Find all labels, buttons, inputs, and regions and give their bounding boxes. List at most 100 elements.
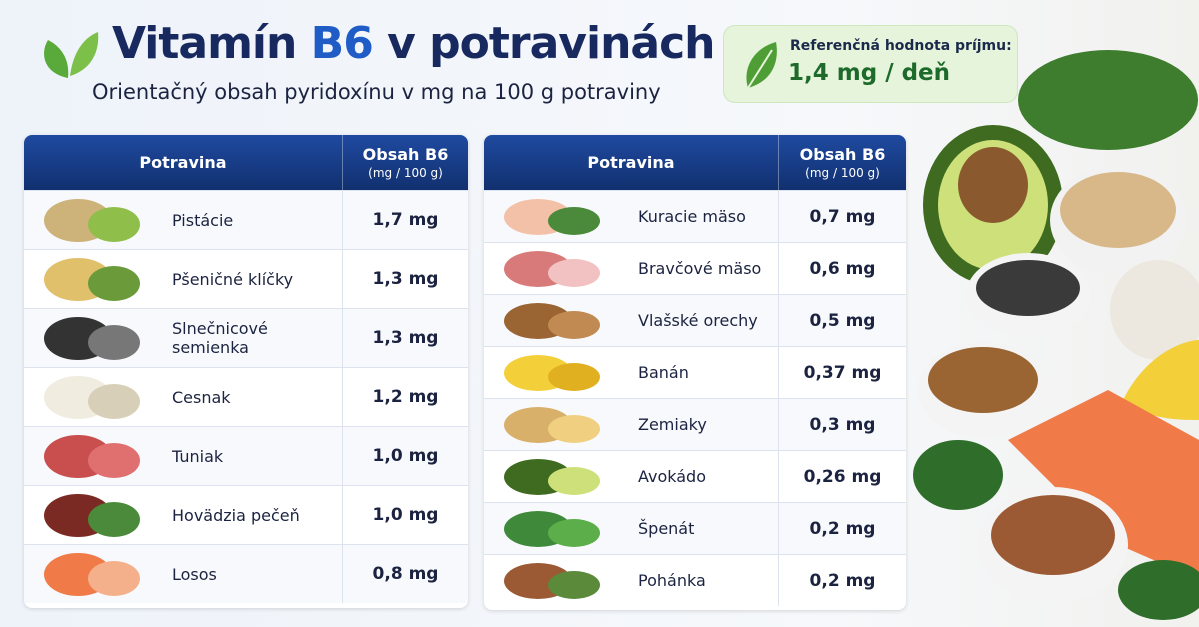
food-name: Vlašské orechy — [638, 311, 758, 330]
food-name: Hovädzia pečeň — [172, 505, 300, 525]
food-name: Banán — [638, 363, 689, 382]
food-name: Cesnak — [172, 387, 231, 407]
table-header: Potravina Obsah B6 (mg / 100 g) — [24, 135, 468, 190]
food-icon — [504, 406, 600, 443]
food-name: Losos — [172, 564, 217, 584]
header-text: Obsah B6 — [362, 145, 449, 164]
food-icon — [504, 250, 600, 287]
food-cell: Špenát — [484, 503, 779, 554]
food-name: Kuracie mäso — [638, 207, 746, 226]
b6-value: 0,8 mg — [372, 564, 439, 584]
table-row: Vlašské orechy 0,5 mg — [484, 294, 906, 346]
food-icon — [504, 198, 600, 235]
leaf-logo — [44, 32, 99, 78]
reference-label: Referenčná hodnota príjmu: — [790, 38, 1012, 54]
reference-value: 1,4 mg / deň — [788, 60, 951, 86]
food-cell: Bravčové mäso — [484, 243, 779, 294]
food-cell: Pšeničné klíčky — [24, 250, 343, 308]
food-name: Tuniak — [172, 446, 224, 466]
food-name: Avokádo — [638, 467, 706, 486]
header-cell: Potravina — [484, 135, 779, 190]
food-cell: Losos — [24, 545, 343, 603]
food-icon — [504, 458, 600, 495]
food-icon — [44, 493, 140, 537]
header-unit: (mg / 100 g) — [805, 166, 880, 180]
b6-value: 0,37 mg — [803, 362, 882, 383]
table-row: Losos 0,8 mg — [24, 544, 468, 603]
table-row: Pohánka 0,2 mg — [484, 554, 906, 606]
b6-value: 1,7 mg — [372, 210, 439, 230]
food-cell: Zemiaky — [484, 399, 779, 450]
food-icon — [504, 302, 600, 339]
table-row: Banán 0,37 mg — [484, 346, 906, 398]
food-cell: Avokádo — [484, 451, 779, 502]
table-row: Pistácie 1,7 mg — [24, 190, 468, 249]
food-icon — [44, 434, 140, 478]
food-icon — [44, 552, 140, 596]
leaf-icon — [746, 42, 777, 89]
title-text: Vitamín — [112, 18, 297, 69]
food-name: Pistácie — [172, 210, 234, 230]
food-cell: Pohánka — [484, 555, 779, 606]
reference-box: Referenčná hodnota príjmu: 1,4 mg / deň — [723, 25, 1018, 103]
table-body: Kuracie mäso 0,7 mg Bravčové mäso 0,6 mg Vla… — [484, 190, 906, 606]
food-cell: Kuracie mäso — [484, 191, 779, 242]
food-name: Špenát — [638, 519, 695, 538]
table-body: Pistácie 1,7 mg Pšeničné klíčky 1,3 mg Slneč… — [24, 190, 468, 603]
food-cell: Cesnak — [24, 368, 343, 426]
b6-value: 0,26 mg — [803, 466, 882, 487]
table-header: Potravina Obsah B6 (mg / 100 g) — [484, 135, 906, 190]
food-name: Pšeničné klíčky — [172, 269, 294, 289]
subtitle: Orientačný obsah pyridoxínu v mg na 100 … — [92, 80, 661, 104]
b6-value: 1,3 mg — [372, 269, 439, 289]
b6-value: 0,5 mg — [809, 310, 876, 331]
b6-value: 1,2 mg — [372, 387, 439, 407]
b6-value: 1,3 mg — [372, 328, 439, 348]
food-name: Slnečnicové semienka — [172, 319, 268, 357]
table-row: Špenát 0,2 mg — [484, 502, 906, 554]
header-cell: Obsah B6 (mg / 100 g) — [343, 135, 468, 190]
b6-value: 1,0 mg — [372, 505, 439, 525]
title-highlight: B6 — [310, 18, 374, 69]
food-icon — [504, 562, 600, 599]
food-cell: Vlašské orechy — [484, 295, 779, 346]
food-cell: Tuniak — [24, 427, 343, 485]
b6-value: 0,7 mg — [809, 206, 876, 227]
b6-value: 0,3 mg — [809, 414, 876, 435]
b6-value: 1,0 mg — [372, 446, 439, 466]
header-cell: Potravina — [24, 135, 343, 190]
food-name: Zemiaky — [638, 415, 707, 434]
food-icon — [44, 198, 140, 242]
food-icon — [44, 316, 140, 360]
table-row: Tuniak 1,0 mg — [24, 426, 468, 485]
food-name: Pohánka — [638, 571, 706, 590]
header-text: Obsah B6 — [799, 145, 886, 164]
b6-value: 0,2 mg — [809, 518, 876, 539]
header-unit: (mg / 100 g) — [368, 166, 443, 180]
food-cell: Hovädzia pečeň — [24, 486, 343, 544]
table-row: Zemiaky 0,3 mg — [484, 398, 906, 450]
table-row: Slnečnicové semienka 1,3 mg — [24, 308, 468, 367]
food-name: Bravčové mäso — [638, 259, 762, 278]
table: Potravina Obsah B6 (mg / 100 g) Pistácie 1,7… — [24, 135, 468, 608]
food-icon — [504, 510, 600, 547]
table-row: Hovädzia pečeň 1,0 mg — [24, 485, 468, 544]
food-icon — [44, 375, 140, 419]
table: Potravina Obsah B6 (mg / 100 g) Kuracie mäs… — [484, 135, 906, 610]
table-row: Kuracie mäso 0,7 mg — [484, 190, 906, 242]
b6-value: 0,2 mg — [809, 570, 876, 591]
b6-value: 0,6 mg — [809, 258, 876, 279]
food-cell: Banán — [484, 347, 779, 398]
table-row: Cesnak 1,2 mg — [24, 367, 468, 426]
title: Vitamín B6 v potravinách — [112, 18, 716, 69]
table-row: Bravčové mäso 0,6 mg — [484, 242, 906, 294]
table-row: Pšeničné klíčky 1,3 mg — [24, 249, 468, 308]
food-icon — [44, 257, 140, 301]
header-cell: Obsah B6 (mg / 100 g) — [779, 135, 906, 190]
food-icon — [504, 354, 600, 391]
food-photo — [913, 50, 1199, 620]
food-cell: Pistácie — [24, 191, 343, 249]
title-text: v potravinách — [387, 18, 715, 69]
table-row: Avokádo 0,26 mg — [484, 450, 906, 502]
